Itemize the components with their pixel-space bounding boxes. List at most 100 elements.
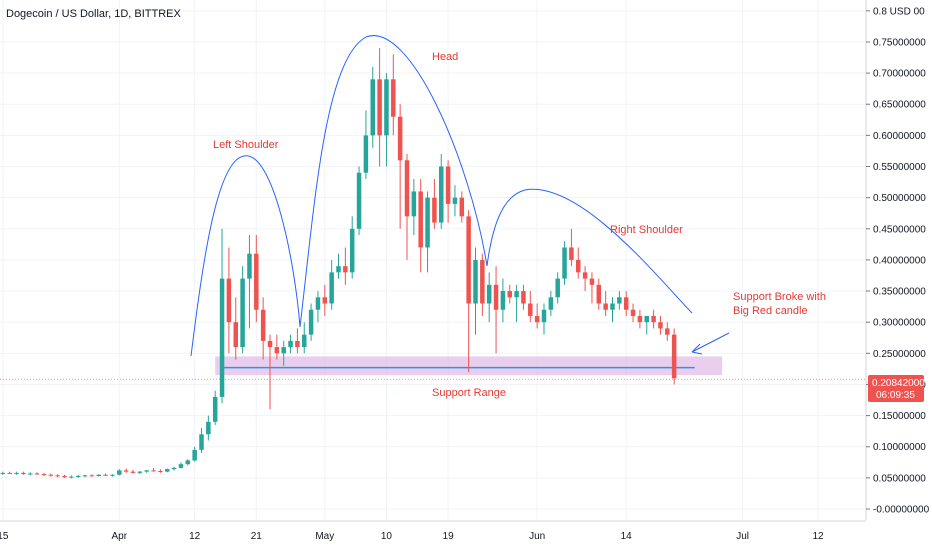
candle-body bbox=[281, 347, 286, 354]
annotation-layer: Head Left Shoulder Right Shoulder Suppor… bbox=[213, 51, 826, 399]
support-broke-label-line2: Big Red candle bbox=[733, 305, 808, 317]
price-tick-label: 0.05000000 bbox=[873, 473, 926, 484]
right-shoulder-arc bbox=[486, 188, 693, 314]
last-price-tag-bg bbox=[868, 375, 924, 402]
candle-body bbox=[671, 334, 677, 379]
candle-body bbox=[144, 470, 149, 472]
candle-body bbox=[439, 166, 444, 223]
candle-body bbox=[349, 228, 355, 273]
candle-body bbox=[55, 475, 60, 477]
candle-body bbox=[569, 247, 574, 260]
candle-body bbox=[219, 278, 225, 397]
candle-body bbox=[418, 191, 423, 248]
time-tick-label: Jun bbox=[529, 531, 545, 542]
time-tick-label: 12 bbox=[189, 531, 201, 542]
candle-body bbox=[247, 253, 252, 279]
candle-body bbox=[452, 197, 458, 204]
time-tick-label: Jul bbox=[736, 531, 749, 542]
support-broke-label-line1: Support Broke with bbox=[733, 291, 826, 303]
candle-body bbox=[69, 476, 74, 478]
candle-body bbox=[96, 474, 101, 476]
time-tick-label: 10 bbox=[381, 531, 393, 542]
candle-body bbox=[356, 172, 362, 229]
candle-body bbox=[315, 297, 321, 310]
candle-body bbox=[329, 272, 334, 304]
right-shoulder-label: Right Shoulder bbox=[610, 224, 683, 236]
candle-body bbox=[651, 315, 656, 323]
candle-body bbox=[151, 470, 156, 472]
candle-body bbox=[596, 284, 602, 304]
candle-body bbox=[295, 340, 300, 348]
candle-body bbox=[644, 315, 649, 323]
candle-body bbox=[34, 473, 40, 475]
candle-body bbox=[363, 135, 369, 173]
candle-body bbox=[425, 197, 430, 248]
candle-body bbox=[500, 291, 506, 310]
candle-body bbox=[226, 278, 232, 323]
grid-layer bbox=[0, 0, 865, 520]
candle-body bbox=[521, 291, 526, 304]
candle-body bbox=[274, 347, 280, 354]
candle-body bbox=[391, 79, 396, 117]
candle-body bbox=[308, 309, 314, 335]
price-tick-label: 0.45000000 bbox=[873, 224, 926, 235]
candle-body bbox=[165, 469, 170, 472]
candle-body bbox=[117, 470, 122, 475]
candle-body bbox=[370, 79, 375, 136]
candle-body bbox=[514, 291, 519, 298]
time-tick-label: 15 bbox=[0, 531, 9, 542]
price-tick-label: 0.40000000 bbox=[873, 255, 926, 266]
candle-body bbox=[41, 474, 47, 476]
price-tick-label: 0.10000000 bbox=[873, 442, 926, 453]
annotation-arrow-head bbox=[691, 343, 703, 355]
price-tick-label: 0.75000000 bbox=[873, 37, 926, 48]
head-label: Head bbox=[432, 51, 458, 63]
candle-body bbox=[28, 473, 33, 475]
time-tick-label: 12 bbox=[812, 531, 824, 542]
candle-body bbox=[0, 472, 6, 474]
price-tick-label: 0.15000000 bbox=[873, 411, 926, 422]
candle-body bbox=[384, 79, 389, 136]
candle-body bbox=[240, 278, 245, 348]
candle-body bbox=[582, 272, 588, 279]
time-tick-label: 14 bbox=[621, 531, 633, 542]
candle-body bbox=[62, 475, 67, 478]
candle-body bbox=[617, 297, 622, 304]
candle-body bbox=[623, 297, 629, 310]
candle-body bbox=[576, 259, 581, 273]
candle-body bbox=[130, 471, 136, 473]
candle-body bbox=[322, 297, 328, 304]
candle-body bbox=[254, 253, 259, 310]
time-tick-label: Apr bbox=[112, 531, 128, 542]
candle-body bbox=[637, 315, 643, 323]
candle-body bbox=[206, 421, 211, 435]
candle-body bbox=[486, 284, 492, 304]
support-zone-layer bbox=[0, 356, 865, 380]
candle-body bbox=[336, 266, 341, 273]
candle-body bbox=[233, 322, 238, 348]
candle-body bbox=[260, 309, 266, 341]
candle-body bbox=[473, 259, 478, 304]
candle-body bbox=[158, 471, 163, 473]
candle-body bbox=[199, 434, 204, 450]
candle-body bbox=[562, 247, 567, 279]
candle-body bbox=[445, 166, 451, 204]
candle-body bbox=[397, 116, 403, 161]
time-tick-label: 19 bbox=[443, 531, 455, 542]
candle-body bbox=[541, 309, 547, 323]
candle-body bbox=[267, 340, 273, 348]
price-tick-label: 0.50000000 bbox=[873, 193, 926, 204]
candle-body bbox=[21, 472, 26, 475]
candle-body bbox=[603, 303, 608, 310]
last-price-tag: 0.20842000 06:09:35 bbox=[868, 375, 925, 402]
candle-body bbox=[555, 278, 560, 298]
last-price-countdown: 06:09:35 bbox=[876, 390, 915, 401]
candle-body bbox=[658, 322, 663, 329]
candle-body bbox=[665, 328, 670, 335]
candle-body bbox=[466, 216, 471, 304]
candle-body bbox=[459, 197, 465, 217]
candle-body bbox=[432, 197, 437, 223]
